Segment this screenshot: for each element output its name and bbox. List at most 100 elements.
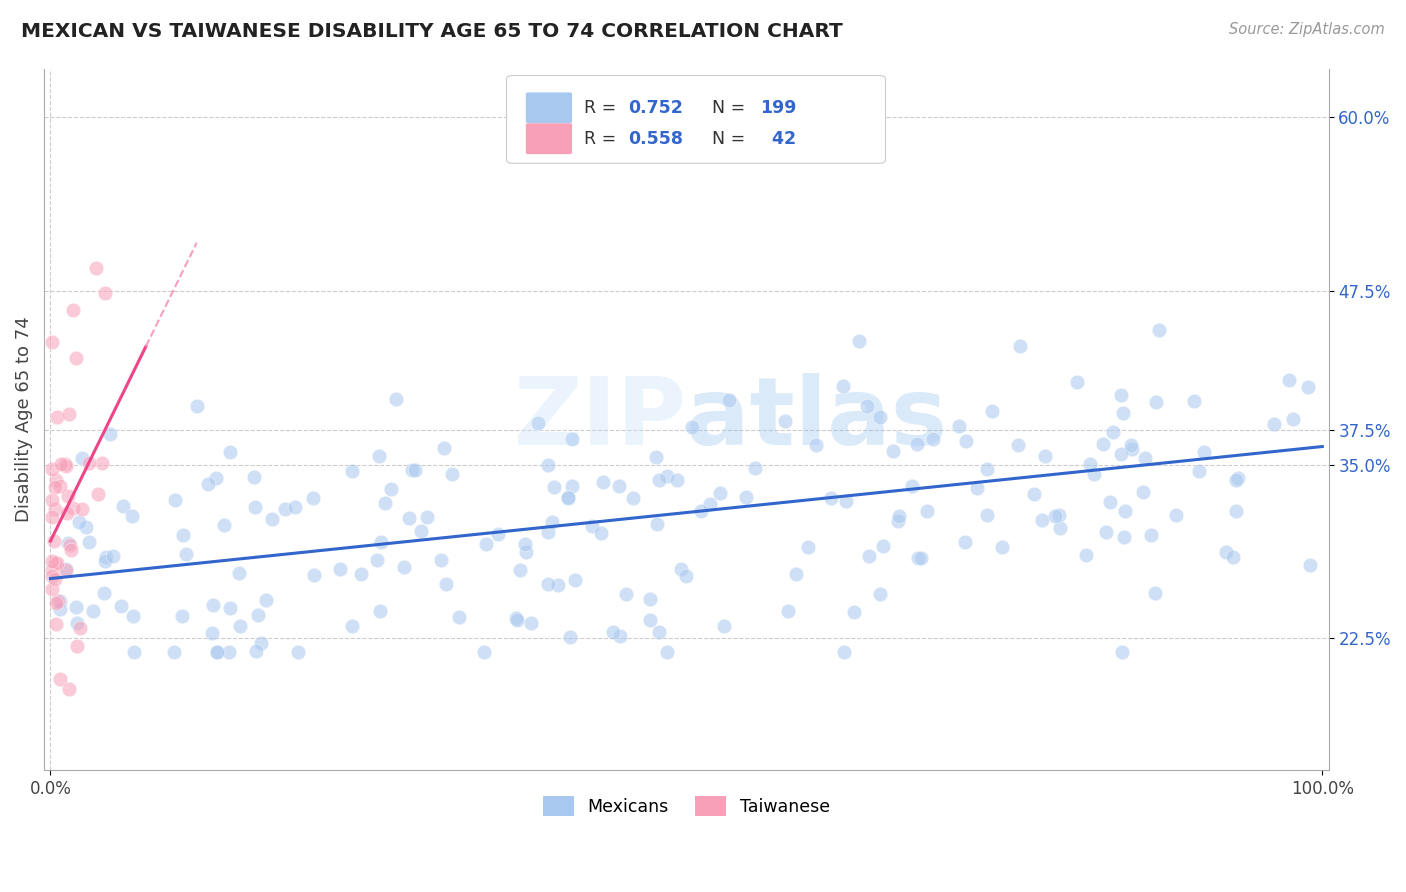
Point [834,494,856,508]
Point [45,595,67,609]
Point [172,528,194,542]
Point [56,536,79,550]
Point [398,511,420,525]
Point [889,508,911,523]
Point [655,469,678,483]
Point [848,334,870,348]
Point [1092,436,1115,450]
Point [887,514,910,528]
Point [614,587,637,601]
Point [58,682,80,697]
Point [1066,376,1088,390]
Point [842,606,865,620]
Legend: Mexicans, Taiwanese: Mexicans, Taiwanese [534,788,839,825]
Point [41,462,63,476]
Point [638,592,661,607]
Point [366,553,388,567]
Point [1112,406,1135,420]
Point [1188,463,1211,477]
Point [55,562,77,576]
Point [65,351,87,365]
Point [416,509,439,524]
Point [1035,450,1057,464]
Point [1102,425,1125,439]
Point [1008,339,1031,353]
Point [87,487,110,501]
Point [709,486,731,500]
Point [564,573,586,587]
Point [561,432,583,446]
Point [110,599,132,613]
Point [51,457,73,471]
Point [304,568,326,582]
Text: N =: N = [711,129,751,148]
Point [284,500,307,514]
Point [915,504,938,518]
Point [55,562,77,576]
Point [58,407,80,421]
Point [872,539,894,553]
Point [1109,388,1132,402]
Point [329,562,352,576]
Point [205,645,228,659]
Text: R =: R = [583,129,621,148]
Point [41,554,63,568]
Point [44,556,66,570]
Point [1281,411,1303,425]
Point [274,501,297,516]
Point [1119,438,1142,452]
Point [247,608,270,623]
Point [1225,473,1247,487]
Point [46,409,69,424]
Point [55,458,77,473]
Point [806,438,828,452]
Text: R =: R = [583,99,621,117]
Point [505,611,527,625]
Point [202,598,225,612]
Point [1094,524,1116,539]
Point [515,537,537,551]
Point [301,491,323,506]
Point [1133,451,1156,466]
Point [1225,503,1247,517]
Point [44,502,66,516]
Point [509,563,531,577]
FancyBboxPatch shape [526,123,572,154]
Point [380,482,402,496]
Point [46,594,69,608]
Point [219,601,242,615]
Point [340,618,363,632]
Point [385,392,408,406]
Text: 42: 42 [759,129,796,148]
Point [557,491,579,505]
Point [589,525,612,540]
Point [207,645,229,659]
Point [734,491,756,505]
Text: ZIP: ZIP [513,374,686,466]
Point [212,518,235,533]
Point [560,630,582,644]
Point [41,510,63,524]
Point [46,556,69,570]
Point [94,549,117,564]
Point [1143,586,1166,600]
Point [55,507,77,521]
Point [45,617,67,632]
Point [1078,457,1101,471]
Point [91,456,114,470]
Point [1111,645,1133,659]
Point [820,491,842,505]
Point [699,497,721,511]
Point [174,547,197,561]
Point [976,462,998,476]
Point [669,562,692,576]
Point [773,414,796,428]
Point [67,516,90,530]
Point [540,515,562,529]
Point [1121,442,1143,457]
Point [93,586,115,600]
Point [1049,521,1071,535]
Point [186,399,208,413]
Point [82,603,104,617]
Point [59,538,82,552]
